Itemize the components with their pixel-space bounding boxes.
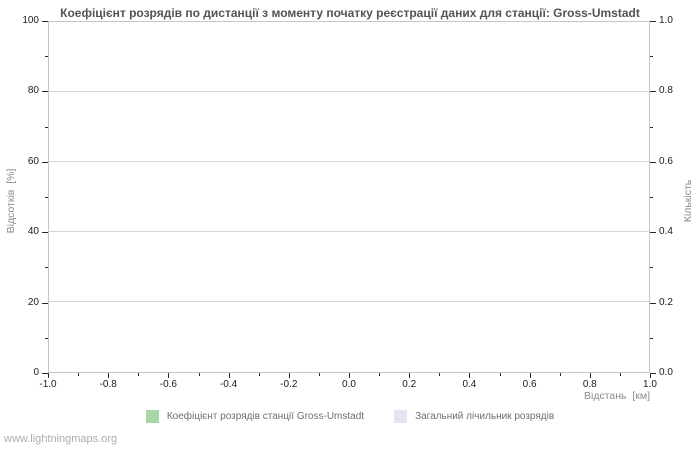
x-tick-label: 0.6 (522, 379, 537, 390)
legend-item: Загальний лічильник розрядів (394, 410, 554, 423)
y-right-tick (650, 21, 656, 22)
x-minor-tick (559, 373, 561, 376)
x-minor-tick (379, 373, 381, 376)
x-tick-label: -0.2 (280, 379, 298, 390)
x-tick-label: -0.4 (219, 379, 238, 390)
x-tick-label: 1.0 (643, 379, 657, 390)
x-tick-label: 0.0 (342, 379, 356, 390)
watermark: www.lightningmaps.org (4, 433, 118, 445)
x-tick (469, 373, 471, 378)
x-tick-label: -0.6 (159, 379, 177, 390)
x-tick (650, 373, 651, 378)
x-tick-label: -1.0 (39, 379, 57, 390)
legend: Коефіцієнт розрядів станції Gross-Umstad… (0, 410, 700, 423)
legend-label: Коефіцієнт розрядів станції Gross-Umstad… (166, 411, 365, 422)
y-left-axis-title: Відсотків [%] (5, 168, 17, 234)
chart-title: Коефіцієнт розрядів по дистанції з момен… (60, 6, 640, 20)
y-left-tick-label: 60 (27, 155, 39, 167)
y-left-tick (42, 91, 48, 93)
y-right-minor-tick (650, 197, 653, 198)
y-right-tick (650, 91, 656, 93)
x-minor-tick (138, 373, 140, 376)
y-left-minor-tick (45, 126, 48, 128)
x-minor-tick (198, 373, 200, 376)
x-minor-tick (619, 373, 621, 376)
gridline (49, 91, 649, 92)
gridline (49, 231, 649, 232)
y-left-tick-label: 40 (27, 226, 39, 238)
y-left-minor-tick (45, 197, 48, 198)
x-minor-tick (499, 373, 501, 376)
x-tick (228, 373, 230, 378)
y-right-tick-label: 0.8 (659, 85, 673, 97)
x-tick (168, 373, 170, 378)
y-left-tick (42, 232, 48, 234)
y-left-minor-tick (45, 337, 48, 339)
x-minor-tick (439, 373, 441, 376)
y-left-tick (42, 302, 48, 304)
y-left-minor-tick (45, 267, 48, 269)
x-tick (349, 373, 350, 378)
gridline (49, 161, 649, 162)
y-right-minor-tick (650, 267, 653, 269)
x-tick-label: 0.2 (402, 379, 417, 390)
y-right-axis-title: Кількість (682, 179, 694, 223)
x-tick (288, 373, 290, 378)
y-right-minor-tick (650, 337, 653, 339)
y-right-tick-label: 0.4 (659, 226, 673, 238)
x-minor-tick (258, 373, 260, 376)
y-right-tick-label: 0.2 (659, 296, 673, 308)
x-tick (409, 373, 411, 378)
y-right-tick (650, 232, 656, 234)
gridline (49, 301, 649, 302)
y-left-tick (42, 373, 48, 374)
x-tick-label: 0.4 (462, 379, 477, 390)
y-left-tick-label: 20 (27, 296, 39, 308)
legend-label: Загальний лічильник розрядів (415, 411, 555, 422)
y-left-tick-label: 80 (27, 85, 39, 97)
x-minor-tick (78, 373, 80, 376)
x-tick (589, 373, 591, 378)
y-right-tick (650, 161, 656, 163)
y-left-tick (42, 161, 48, 163)
legend-swatch-green (145, 410, 159, 423)
x-tick-label: 0.8 (582, 379, 597, 390)
y-right-minor-tick (650, 126, 653, 128)
y-right-tick (650, 302, 656, 304)
y-left-tick-label: 0 (33, 367, 39, 378)
x-tick-label: -0.8 (99, 379, 117, 390)
y-right-tick (650, 373, 656, 374)
y-left-minor-tick (45, 56, 48, 58)
legend-item: Коефіцієнт розрядів станції Gross-Umstad… (145, 410, 365, 423)
y-left-tick-label: 100 (22, 15, 39, 26)
y-right-tick-label: 1.0 (659, 15, 673, 26)
plot-area (48, 21, 650, 373)
y-left-tick (42, 21, 48, 22)
x-tick (529, 373, 531, 378)
x-tick (48, 373, 49, 378)
x-axis-title: Відстань [км] (584, 390, 650, 402)
legend-swatch-lavender (394, 410, 408, 423)
x-tick (108, 373, 110, 378)
x-minor-tick (318, 373, 320, 376)
y-right-minor-tick (650, 56, 653, 58)
y-right-tick-label: 0.0 (659, 367, 673, 378)
y-right-tick-label: 0.6 (659, 155, 673, 167)
